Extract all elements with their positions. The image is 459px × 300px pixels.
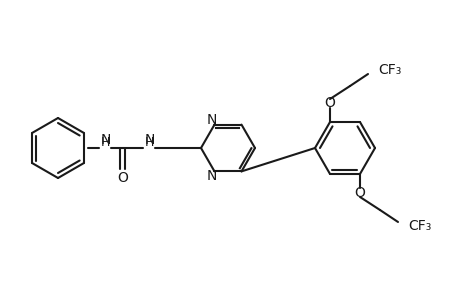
Text: H: H (144, 136, 153, 148)
Text: CF₃: CF₃ (377, 63, 401, 77)
Text: CF₃: CF₃ (407, 219, 431, 233)
Text: O: O (354, 186, 364, 200)
Text: N: N (206, 169, 216, 183)
Text: O: O (324, 96, 335, 110)
Text: O: O (118, 171, 128, 185)
Text: N: N (101, 133, 111, 147)
Text: N: N (145, 133, 155, 147)
Text: H: H (100, 136, 109, 148)
Text: N: N (206, 112, 216, 127)
